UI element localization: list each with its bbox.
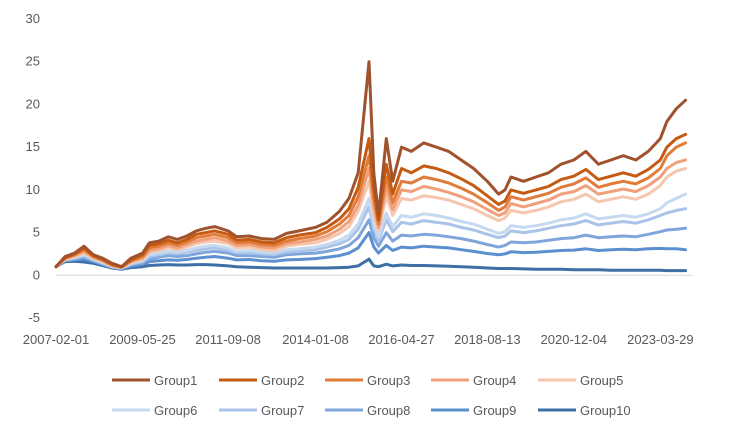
legend-item-group4: Group4 [431, 373, 516, 388]
legend-label: Group6 [154, 403, 197, 418]
legend-label: Group9 [473, 403, 516, 418]
y-tick-label: -5 [28, 310, 40, 325]
x-tick-label: 2020-12-04 [541, 332, 608, 347]
y-tick-label: 15 [26, 139, 40, 154]
legend-item-group10: Group10 [538, 403, 631, 418]
legend-item-group8: Group8 [325, 403, 410, 418]
legend-label: Group7 [261, 403, 304, 418]
legend-label: Group4 [473, 373, 516, 388]
x-tick-label: 2016-04-27 [368, 332, 435, 347]
y-tick-label: 5 [33, 225, 40, 240]
x-tick-label: 2007-02-01 [23, 332, 90, 347]
legend-item-group6: Group6 [112, 403, 197, 418]
series-line-group10 [54, 257, 688, 273]
legend-label: Group1 [154, 373, 197, 388]
x-tick-label: 2018-08-13 [454, 332, 521, 347]
legend-item-group9: Group9 [431, 403, 516, 418]
legend-item-group3: Group3 [325, 373, 410, 388]
legend-label: Group2 [261, 373, 304, 388]
y-axis: -5 0 5 10 15 20 25 30 [26, 11, 40, 325]
series-line-group6 [54, 192, 688, 270]
series-line-group9 [54, 231, 688, 271]
legend-item-group5: Group5 [538, 373, 623, 388]
series-line-group1 [54, 60, 688, 269]
legend-label: Group5 [580, 373, 623, 388]
x-tick-label: 2011-09-08 [195, 332, 261, 347]
plot-area [54, 60, 688, 273]
x-tick-label: 2014-01-08 [282, 332, 349, 347]
legend: Group1 Group2 Group3 Group4 Group5 Group6 Grou… [112, 373, 631, 418]
legend-item-group7: Group7 [219, 403, 304, 418]
x-tick-label: 2023-03-29 [627, 332, 694, 347]
x-axis: 2007-02-01 2009-05-25 2011-09-08 2014-01-08… [23, 274, 694, 347]
y-tick-label: 0 [33, 267, 40, 282]
y-tick-label: 20 [26, 96, 40, 111]
y-tick-label: 10 [26, 182, 40, 197]
legend-item-group2: Group2 [219, 373, 304, 388]
y-tick-label: 25 [26, 54, 40, 69]
x-tick-label: 2009-05-25 [109, 332, 176, 347]
series-line-group8 [54, 218, 688, 270]
legend-item-group1: Group1 [112, 373, 197, 388]
legend-label: Group3 [367, 373, 410, 388]
legend-label: Group8 [367, 403, 410, 418]
legend-label: Group10 [580, 403, 631, 418]
y-tick-label: 30 [26, 11, 40, 26]
